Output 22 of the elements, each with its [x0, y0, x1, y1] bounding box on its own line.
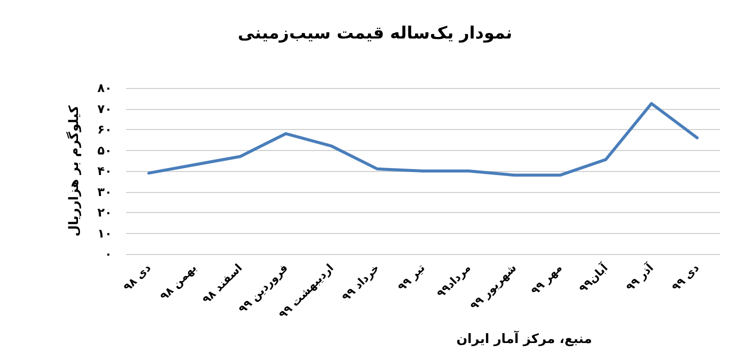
x-tick-label: دی ۹۹: [669, 261, 702, 294]
y-tick-label: ۱۰: [97, 226, 112, 240]
y-tick-label: ۶۰: [97, 122, 112, 136]
x-tick-label: آبان۹۹: [576, 260, 611, 296]
y-tick-label: ۷۰: [97, 102, 112, 116]
x-tick-label: خرداد ۹۹: [339, 261, 382, 304]
x-tick-label: آذر ۹۹: [622, 260, 656, 294]
y-axis-title: کیلوگرم بر هزارریال: [66, 105, 82, 237]
y-tick-label: ۵۰: [97, 143, 112, 158]
y-tick-label: ۲۰: [97, 206, 112, 220]
y-tick-label: ۳۰: [97, 184, 112, 199]
y-tick-label: ۸۰: [97, 81, 112, 95]
line-series: [147, 102, 699, 177]
x-tick-label: بهمن ۹۸: [158, 261, 200, 304]
chart-title: نمودار یک‌ساله قیمت سیب‌زمینی: [238, 24, 512, 44]
y-tick-label: ۰: [104, 247, 112, 261]
x-tick-label: مهر ۹۹: [528, 261, 565, 298]
x-tick-label: دی ۹۸: [120, 261, 154, 294]
text: منبع، مرکز آمار ایران: [456, 330, 592, 347]
x-tick-label: مرداد۹۹: [434, 261, 474, 300]
x-tick-label: تیر ۹۹: [395, 261, 428, 294]
y-tick-label: ۴۰: [97, 164, 112, 178]
